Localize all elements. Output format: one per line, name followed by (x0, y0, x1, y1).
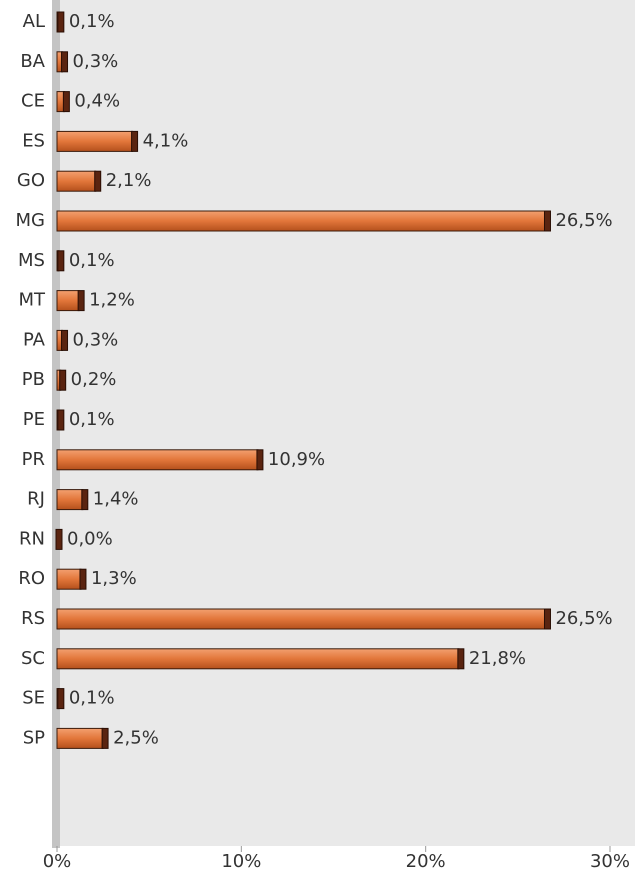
x-tick-label: 0% (43, 851, 72, 872)
y-tick-label: BA (20, 51, 45, 72)
bar-cap (94, 170, 102, 192)
y-tick-label: PE (23, 409, 45, 430)
y-tick-label: RJ (27, 489, 45, 510)
y-tick-label: ES (22, 130, 45, 151)
x-tick-label: 10% (221, 851, 261, 872)
bar-cap (543, 210, 551, 232)
y-tick-label: SE (22, 688, 45, 709)
value-label: 0,3% (73, 329, 119, 350)
y-tick-label: RO (18, 568, 45, 589)
value-label: 2,5% (113, 727, 159, 748)
bar-cap (61, 329, 69, 351)
bar-cap (81, 489, 89, 511)
bar-cap (57, 688, 65, 710)
y-tick-label: AL (23, 11, 45, 32)
value-label: 0,0% (67, 528, 113, 549)
bar (56, 290, 80, 312)
y-tick-label: CE (21, 91, 45, 112)
y-tick-label: RS (21, 608, 45, 629)
value-label: 1,4% (93, 489, 139, 510)
y-tick-label: SP (23, 727, 45, 748)
value-label: 26,5% (555, 210, 612, 231)
value-label: 0,1% (69, 409, 115, 430)
bar-cap (57, 409, 65, 431)
bar-cap (457, 648, 465, 670)
bar-cap (57, 250, 65, 272)
x-tick-label: 30% (590, 851, 630, 872)
y-tick-label: MG (16, 210, 45, 231)
value-label: 0,4% (74, 91, 120, 112)
bar-cap (256, 449, 264, 471)
y-tick-label: PA (23, 329, 46, 350)
bar-cap (55, 528, 63, 550)
value-label: 1,2% (89, 290, 135, 311)
axis-wall (52, 0, 60, 848)
y-tick-label: PB (22, 369, 45, 390)
bar (56, 608, 546, 630)
value-label: 10,9% (268, 449, 325, 470)
y-tick-label: RN (19, 528, 45, 549)
x-tick-label: 20% (406, 851, 446, 872)
value-label: 4,1% (143, 130, 189, 151)
value-label: 21,8% (469, 648, 526, 669)
plot-background (55, 0, 635, 846)
bar-cap (79, 568, 87, 590)
bar (56, 568, 82, 590)
bar (56, 210, 546, 232)
bar-cap (543, 608, 551, 630)
bar (56, 648, 460, 670)
value-label: 26,5% (555, 608, 612, 629)
value-label: 0,1% (69, 250, 115, 271)
bar-cap (57, 11, 65, 33)
bar (56, 449, 259, 471)
bar-cap (61, 51, 69, 73)
value-label: 0,1% (69, 688, 115, 709)
bar (56, 130, 134, 152)
value-label: 1,3% (91, 568, 137, 589)
bar-cap (101, 727, 109, 749)
value-label: 0,3% (73, 51, 119, 72)
y-tick-label: SC (21, 648, 45, 669)
y-tick-label: PR (22, 449, 45, 470)
bar (56, 727, 104, 749)
value-label: 0,1% (69, 11, 115, 32)
y-tick-label: GO (17, 170, 45, 191)
bar (56, 489, 84, 511)
bar (56, 170, 97, 192)
y-tick-label: MT (18, 290, 46, 311)
bar-cap (59, 369, 67, 391)
value-label: 0,2% (71, 369, 117, 390)
bar-cap (77, 290, 85, 312)
y-tick-label: MS (18, 250, 45, 271)
bar-cap (62, 91, 70, 113)
value-label: 2,1% (106, 170, 152, 191)
bar-cap (131, 130, 139, 152)
